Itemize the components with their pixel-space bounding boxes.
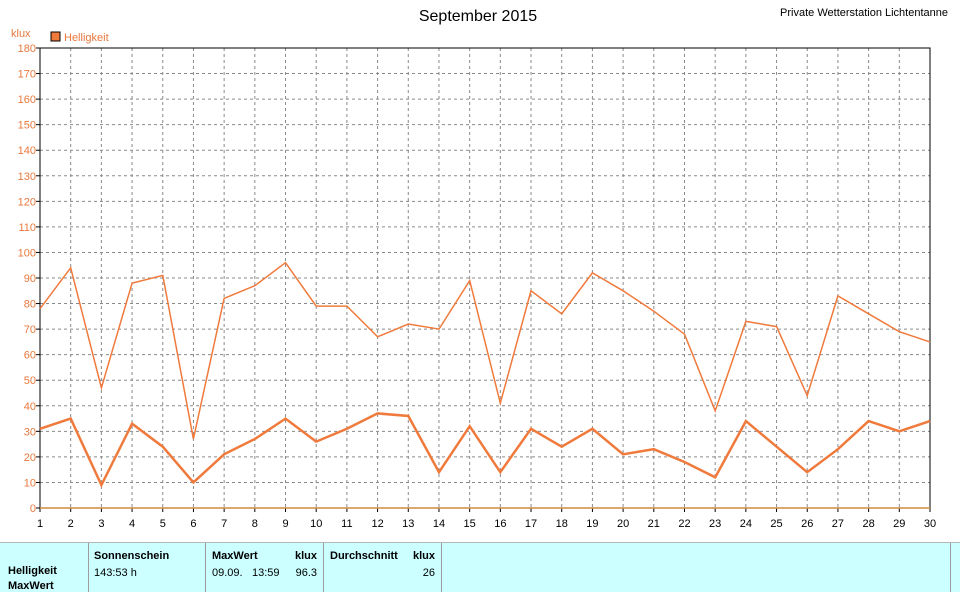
x-tick-label: 22: [678, 518, 690, 530]
divider: [441, 543, 442, 592]
x-tick-label: 2: [68, 518, 74, 530]
maxwert-value: 96.3: [295, 567, 317, 579]
x-tick-label: 21: [648, 518, 660, 530]
y-tick-label: 130: [18, 171, 36, 183]
x-tick-label: 9: [282, 518, 288, 530]
series-line-max: [39, 261, 931, 440]
y-tick-label: 50: [24, 375, 36, 387]
x-tick-label: 20: [617, 518, 629, 530]
y-tick-label: 110: [18, 222, 36, 234]
divider: [950, 543, 951, 592]
y-tick-label: 20: [24, 452, 36, 464]
x-tick-label: 29: [893, 518, 905, 530]
maxwert-cell: MaxWert klux 09.09. 13:59 96.3: [206, 543, 323, 592]
legend-label: Helligkeit: [64, 32, 109, 44]
x-tick-label: 17: [525, 518, 537, 530]
y-tick-label: 170: [18, 69, 36, 81]
maxwert-time: 13:59: [252, 567, 280, 579]
x-tick-label: 24: [740, 518, 752, 530]
average-cell: Durchschnitt klux 26: [324, 543, 441, 592]
grid: [40, 48, 930, 508]
x-tick-label: 6: [190, 518, 196, 530]
y-tick-label: 0: [30, 503, 36, 515]
x-tick-label: 5: [160, 518, 166, 530]
y-tick-label: 80: [24, 299, 36, 311]
row-labels: Helligkeit MaxWert: [0, 543, 88, 592]
maxwert-unit: klux: [294, 550, 317, 562]
y-tick-label: 70: [24, 324, 36, 336]
y-tick-label: 160: [18, 94, 36, 106]
station-name: Private Wetterstation Lichtentanne: [780, 7, 948, 19]
x-tick-label: 8: [252, 518, 258, 530]
x-tick-label: 7: [221, 518, 227, 530]
row-label-maxwert: MaxWert: [8, 580, 54, 592]
x-tick-label: 27: [832, 518, 844, 530]
x-tick-label: 4: [129, 518, 135, 530]
x-tick-label: 3: [98, 518, 104, 530]
y-tick-label: 100: [18, 247, 36, 259]
maxwert-date: 09.09.: [212, 567, 243, 579]
x-tick-label: 30: [924, 518, 936, 530]
x-tick-label: 18: [556, 518, 568, 530]
divider: [323, 543, 324, 592]
y-tick-label: 120: [18, 196, 36, 208]
y-tick-label: 150: [18, 120, 36, 132]
divider: [205, 543, 206, 592]
y-tick-label: 60: [24, 350, 36, 362]
y-tick-label: 10: [24, 477, 36, 489]
x-tick-label: 19: [586, 518, 598, 530]
maxwert-header: MaxWert: [212, 550, 258, 562]
x-tick-label: 14: [433, 518, 445, 530]
average-unit: klux: [412, 550, 435, 562]
y-tick-label: 30: [24, 426, 36, 438]
x-tick-label: 16: [494, 518, 506, 530]
sunshine-header: Sonnenschein: [94, 550, 170, 562]
divider: [88, 543, 89, 592]
y-tick-label: 90: [24, 273, 36, 285]
legend-swatch: [50, 31, 61, 42]
x-tick-label: 13: [402, 518, 414, 530]
average-header: Durchschnitt: [330, 550, 398, 562]
x-tick-label: 23: [709, 518, 721, 530]
y-axis: 0 10 20 30 40 50 60 70 80 90 100 110 120 130 140 150 160…: [18, 43, 40, 515]
series-line-avg: [39, 412, 931, 488]
series: [39, 261, 931, 509]
row-label-helligkeit: Helligkeit: [8, 565, 57, 577]
average-value: 26: [422, 567, 435, 579]
y-tick-label: 40: [24, 401, 36, 413]
chart-title: September 2015: [419, 8, 537, 25]
y-tick-label: 180: [18, 43, 36, 55]
chart-area: September 2015 Private Wetterstation Lic…: [11, 7, 948, 530]
x-axis: 1 2 3 4 5 6 7 8 9 10 11 12 13 14 15 16 17 18 19 20 21 22 23 24 2…: [37, 508, 936, 530]
summary-panel: Helligkeit MaxWert Sonnenschein 143:53 h…: [0, 542, 960, 592]
sunshine-cell: Sonnenschein 143:53 h: [89, 543, 205, 592]
sunshine-value: 143:53 h: [94, 567, 137, 579]
y-tick-label: 140: [18, 145, 36, 157]
x-tick-label: 26: [801, 518, 813, 530]
x-tick-label: 25: [770, 518, 782, 530]
x-tick-label: 10: [310, 518, 322, 530]
x-tick-label: 12: [371, 518, 383, 530]
x-tick-label: 15: [464, 518, 476, 530]
x-tick-label: 11: [341, 518, 352, 530]
x-tick-label: 28: [862, 518, 874, 530]
y-axis-unit: klux: [11, 28, 31, 40]
x-tick-label: 1: [37, 518, 43, 530]
